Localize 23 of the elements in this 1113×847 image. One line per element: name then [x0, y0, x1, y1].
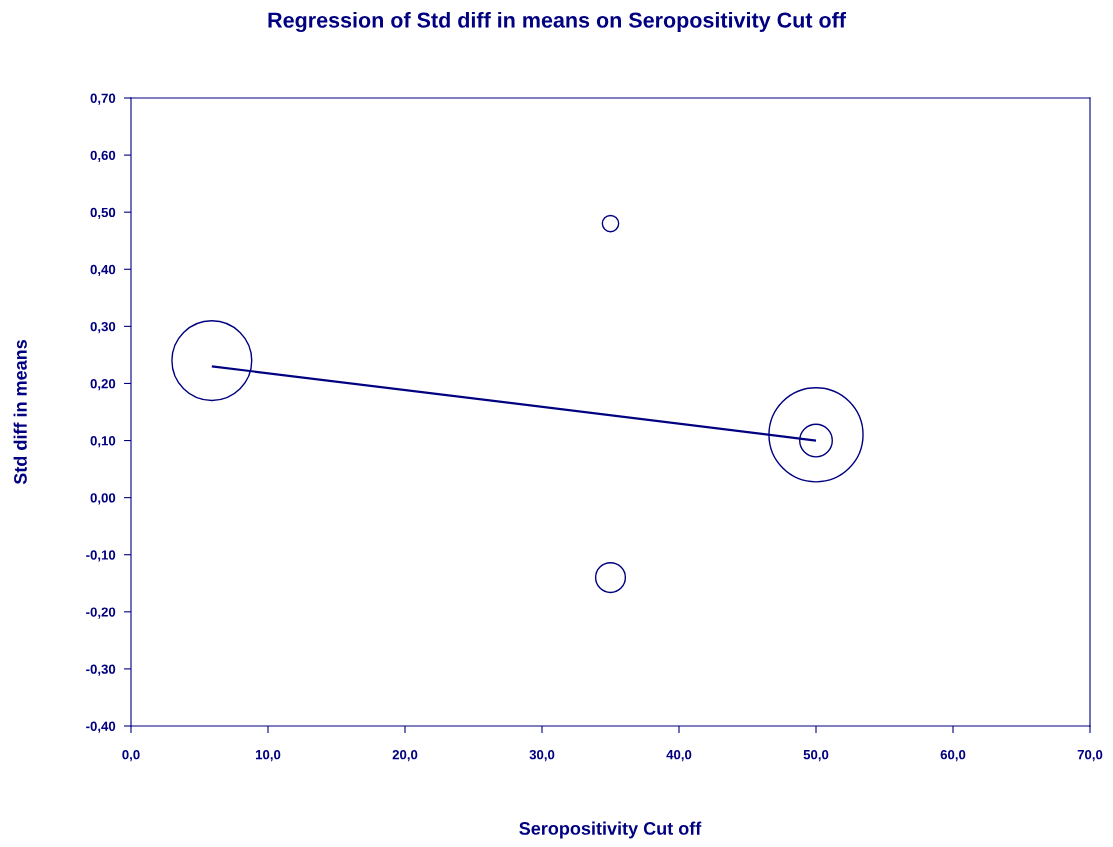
y-tick-label: -0,30	[86, 664, 116, 676]
y-axis-title: Std diff in means	[13, 340, 27, 485]
chart-title: Regression of Std diff in means on Seropositivity Cut off	[268, 11, 847, 33]
y-tick-label: 0,50	[90, 207, 116, 220]
x-axis-title: Seropositivity Cut off	[519, 821, 702, 839]
x-tick-label: 30,0	[529, 749, 555, 762]
x-tick-label: 60,0	[940, 749, 966, 762]
y-tick-label: 0,10	[90, 436, 116, 448]
y-tick-label: 0,40	[90, 264, 116, 277]
y-tick-label: -0,40	[86, 721, 116, 733]
y-tick-label: 0,60	[90, 150, 116, 162]
x-tick-label: 70,0	[1077, 749, 1103, 762]
x-tick-label: 10,0	[255, 749, 281, 762]
x-tick-label: 0,0	[122, 749, 140, 762]
x-tick-label: 40,0	[666, 749, 692, 762]
y-tick-label: 0,20	[90, 379, 116, 391]
x-tick-label: 20,0	[392, 749, 418, 762]
y-tick-label: 0,00	[90, 493, 116, 505]
y-tick-label: -0,20	[86, 607, 116, 619]
y-tick-label: -0,10	[86, 550, 116, 562]
x-tick-label: 50,0	[803, 749, 829, 762]
y-tick-label: 0,70	[90, 93, 116, 105]
y-tick-label: 0,30	[90, 321, 116, 334]
